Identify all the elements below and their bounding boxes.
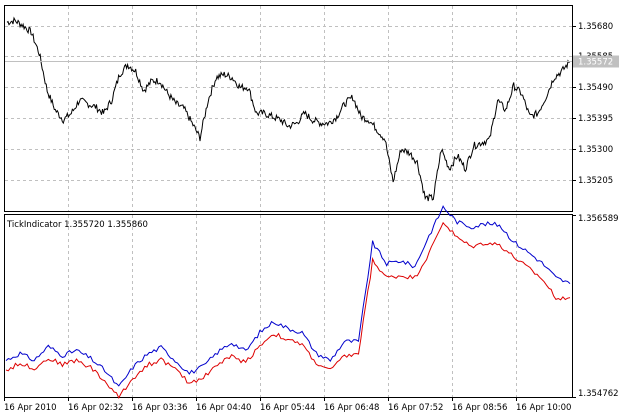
- ask-line: [5, 205, 571, 387]
- time-tick-label: 16 Apr 10:00: [516, 403, 571, 413]
- time-tick-label: 16 Apr 07:52: [388, 403, 443, 413]
- price-tick-label: 1.35300: [578, 145, 613, 155]
- time-tick-label: 16 Apr 03:36: [132, 403, 187, 413]
- time-tick-label: 16 Apr 2010: [4, 403, 57, 413]
- current-price-label: 1.35572: [578, 58, 613, 68]
- price-line: [6, 16, 571, 202]
- time-tick-label: 16 Apr 04:40: [196, 403, 251, 413]
- time-tick-label: 16 Apr 08:56: [452, 403, 507, 413]
- price-tick-label: 1.35490: [578, 83, 613, 93]
- time-axis: 16 Apr 2010 16 Apr 02:32 16 Apr 03:36 16 Ap…: [4, 397, 571, 413]
- time-tick-label: 16 Apr 05:44: [260, 403, 315, 413]
- indicator-tick-label: 1.356589: [578, 214, 619, 224]
- bid-line: [5, 221, 571, 400]
- price-pane-grid: [5, 6, 572, 211]
- indicator-axis: 1.356589 1.354762: [572, 214, 619, 399]
- indicator-pane-grid: [68, 215, 517, 397]
- price-axis: 1.356801.355851.354901.353951.353001.352…: [5, 22, 619, 186]
- indicator-tick-label: 1.354762: [578, 389, 619, 399]
- price-pane: [4, 5, 573, 212]
- price-tick-label: 1.35205: [578, 176, 613, 186]
- time-tick-label: 16 Apr 02:32: [68, 403, 123, 413]
- price-series: [6, 16, 571, 202]
- indicator-series: [5, 205, 571, 400]
- indicator-pane: [4, 214, 573, 398]
- time-tick-label: 16 Apr 06:48: [324, 403, 379, 413]
- indicator-title: TickIndicator 1.355720 1.355860: [6, 220, 148, 230]
- price-tick-label: 1.35395: [578, 114, 613, 124]
- price-tick-label: 1.35680: [578, 22, 613, 32]
- current-price-box: [573, 55, 619, 68]
